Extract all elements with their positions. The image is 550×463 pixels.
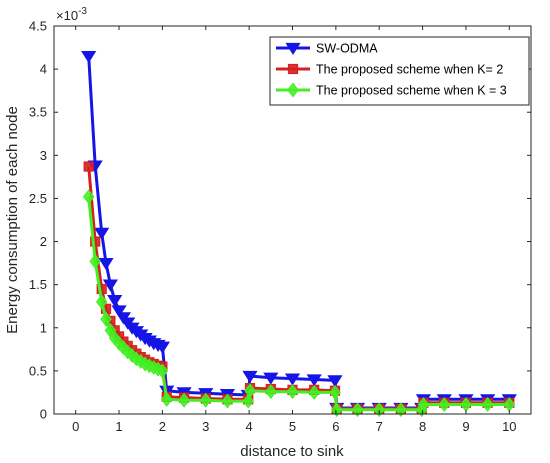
data-point: [83, 161, 94, 172]
data-point: [373, 402, 385, 418]
x-tick-label: 2: [159, 419, 166, 434]
data-point: [417, 397, 430, 412]
y-tick-label: 4: [40, 62, 47, 77]
y-exponent-label: ×10-3: [56, 6, 87, 23]
tick-layer: 0 1 2 3 4 5 6 7 8 9 10 0 0.5 1 1.5 2 2.5 3 3.5 4 4.5: [29, 19, 531, 434]
y-tick-label: 2.5: [29, 191, 47, 206]
legend-entries: SW-ODMA The proposed scheme when K= 2 The …: [276, 42, 507, 98]
x-tick-label: 4: [246, 419, 253, 434]
data-point: [308, 384, 320, 400]
data-point: [160, 391, 173, 407]
x-tick-label: 3: [202, 419, 209, 434]
data-point: [327, 375, 343, 388]
data-point: [98, 257, 114, 271]
y-tick-label: 0: [40, 407, 47, 422]
series-layer: [81, 51, 517, 418]
y-tick-label: 0.5: [29, 363, 47, 378]
x-tick-label: 1: [115, 419, 122, 434]
data-point: [90, 236, 101, 247]
x-tick-label: 7: [376, 419, 383, 434]
data-point: [156, 363, 169, 379]
data-point: [242, 393, 255, 409]
data-point: [330, 402, 343, 418]
y-tick-label: 1.5: [29, 277, 47, 292]
data-point: [102, 279, 118, 292]
y-tick-label: 3.5: [29, 105, 47, 120]
data-point: [306, 374, 322, 387]
data-point: [244, 383, 256, 399]
x-tick-label: 0: [72, 419, 79, 434]
legend: SW-ODMA The proposed scheme when K= 2 The …: [269, 36, 530, 106]
legend-label: SW-ODMA: [316, 42, 378, 56]
x-tick-label: 9: [462, 419, 469, 434]
legend-marker: [285, 42, 301, 55]
data-point: [263, 372, 279, 385]
data-point: [438, 397, 451, 412]
y-tick-label: 2: [40, 234, 47, 249]
legend-marker: [287, 82, 299, 98]
data-point: [81, 51, 97, 64]
y-axis-label: Energy consumption of each node: [4, 106, 21, 334]
x-tick-label: 10: [502, 419, 516, 434]
legend-box: [269, 36, 530, 106]
data-point: [95, 294, 108, 310]
x-tick-label: 6: [332, 419, 339, 434]
y-tick-label: 1: [40, 320, 47, 335]
data-point: [178, 392, 190, 408]
data-point: [395, 402, 407, 418]
data-point: [100, 311, 112, 327]
y-tick-label: 3: [40, 148, 47, 163]
data-point: [242, 370, 258, 384]
x-tick-label: 5: [289, 419, 296, 434]
data-point: [221, 393, 234, 409]
y-tick-label: 4.5: [29, 19, 47, 34]
data-point: [265, 384, 277, 400]
x-axis-label: distance to sink: [240, 443, 344, 460]
data-point: [154, 341, 170, 354]
data-point: [107, 295, 123, 308]
legend-label: The proposed scheme when K= 2: [316, 63, 503, 77]
data-point: [284, 373, 301, 386]
data-point: [94, 227, 110, 240]
legend-label: The proposed scheme when K = 3: [316, 84, 507, 98]
data-point: [481, 397, 494, 412]
data-point: [82, 189, 95, 205]
data-point: [89, 253, 101, 269]
data-point: [111, 305, 127, 318]
legend-marker: [287, 63, 299, 75]
series-3: [82, 189, 516, 418]
data-point: [329, 384, 341, 400]
data-point: [351, 402, 364, 418]
x-tick-label: 8: [419, 419, 426, 434]
data-point: [200, 392, 212, 408]
data-point: [286, 384, 299, 400]
